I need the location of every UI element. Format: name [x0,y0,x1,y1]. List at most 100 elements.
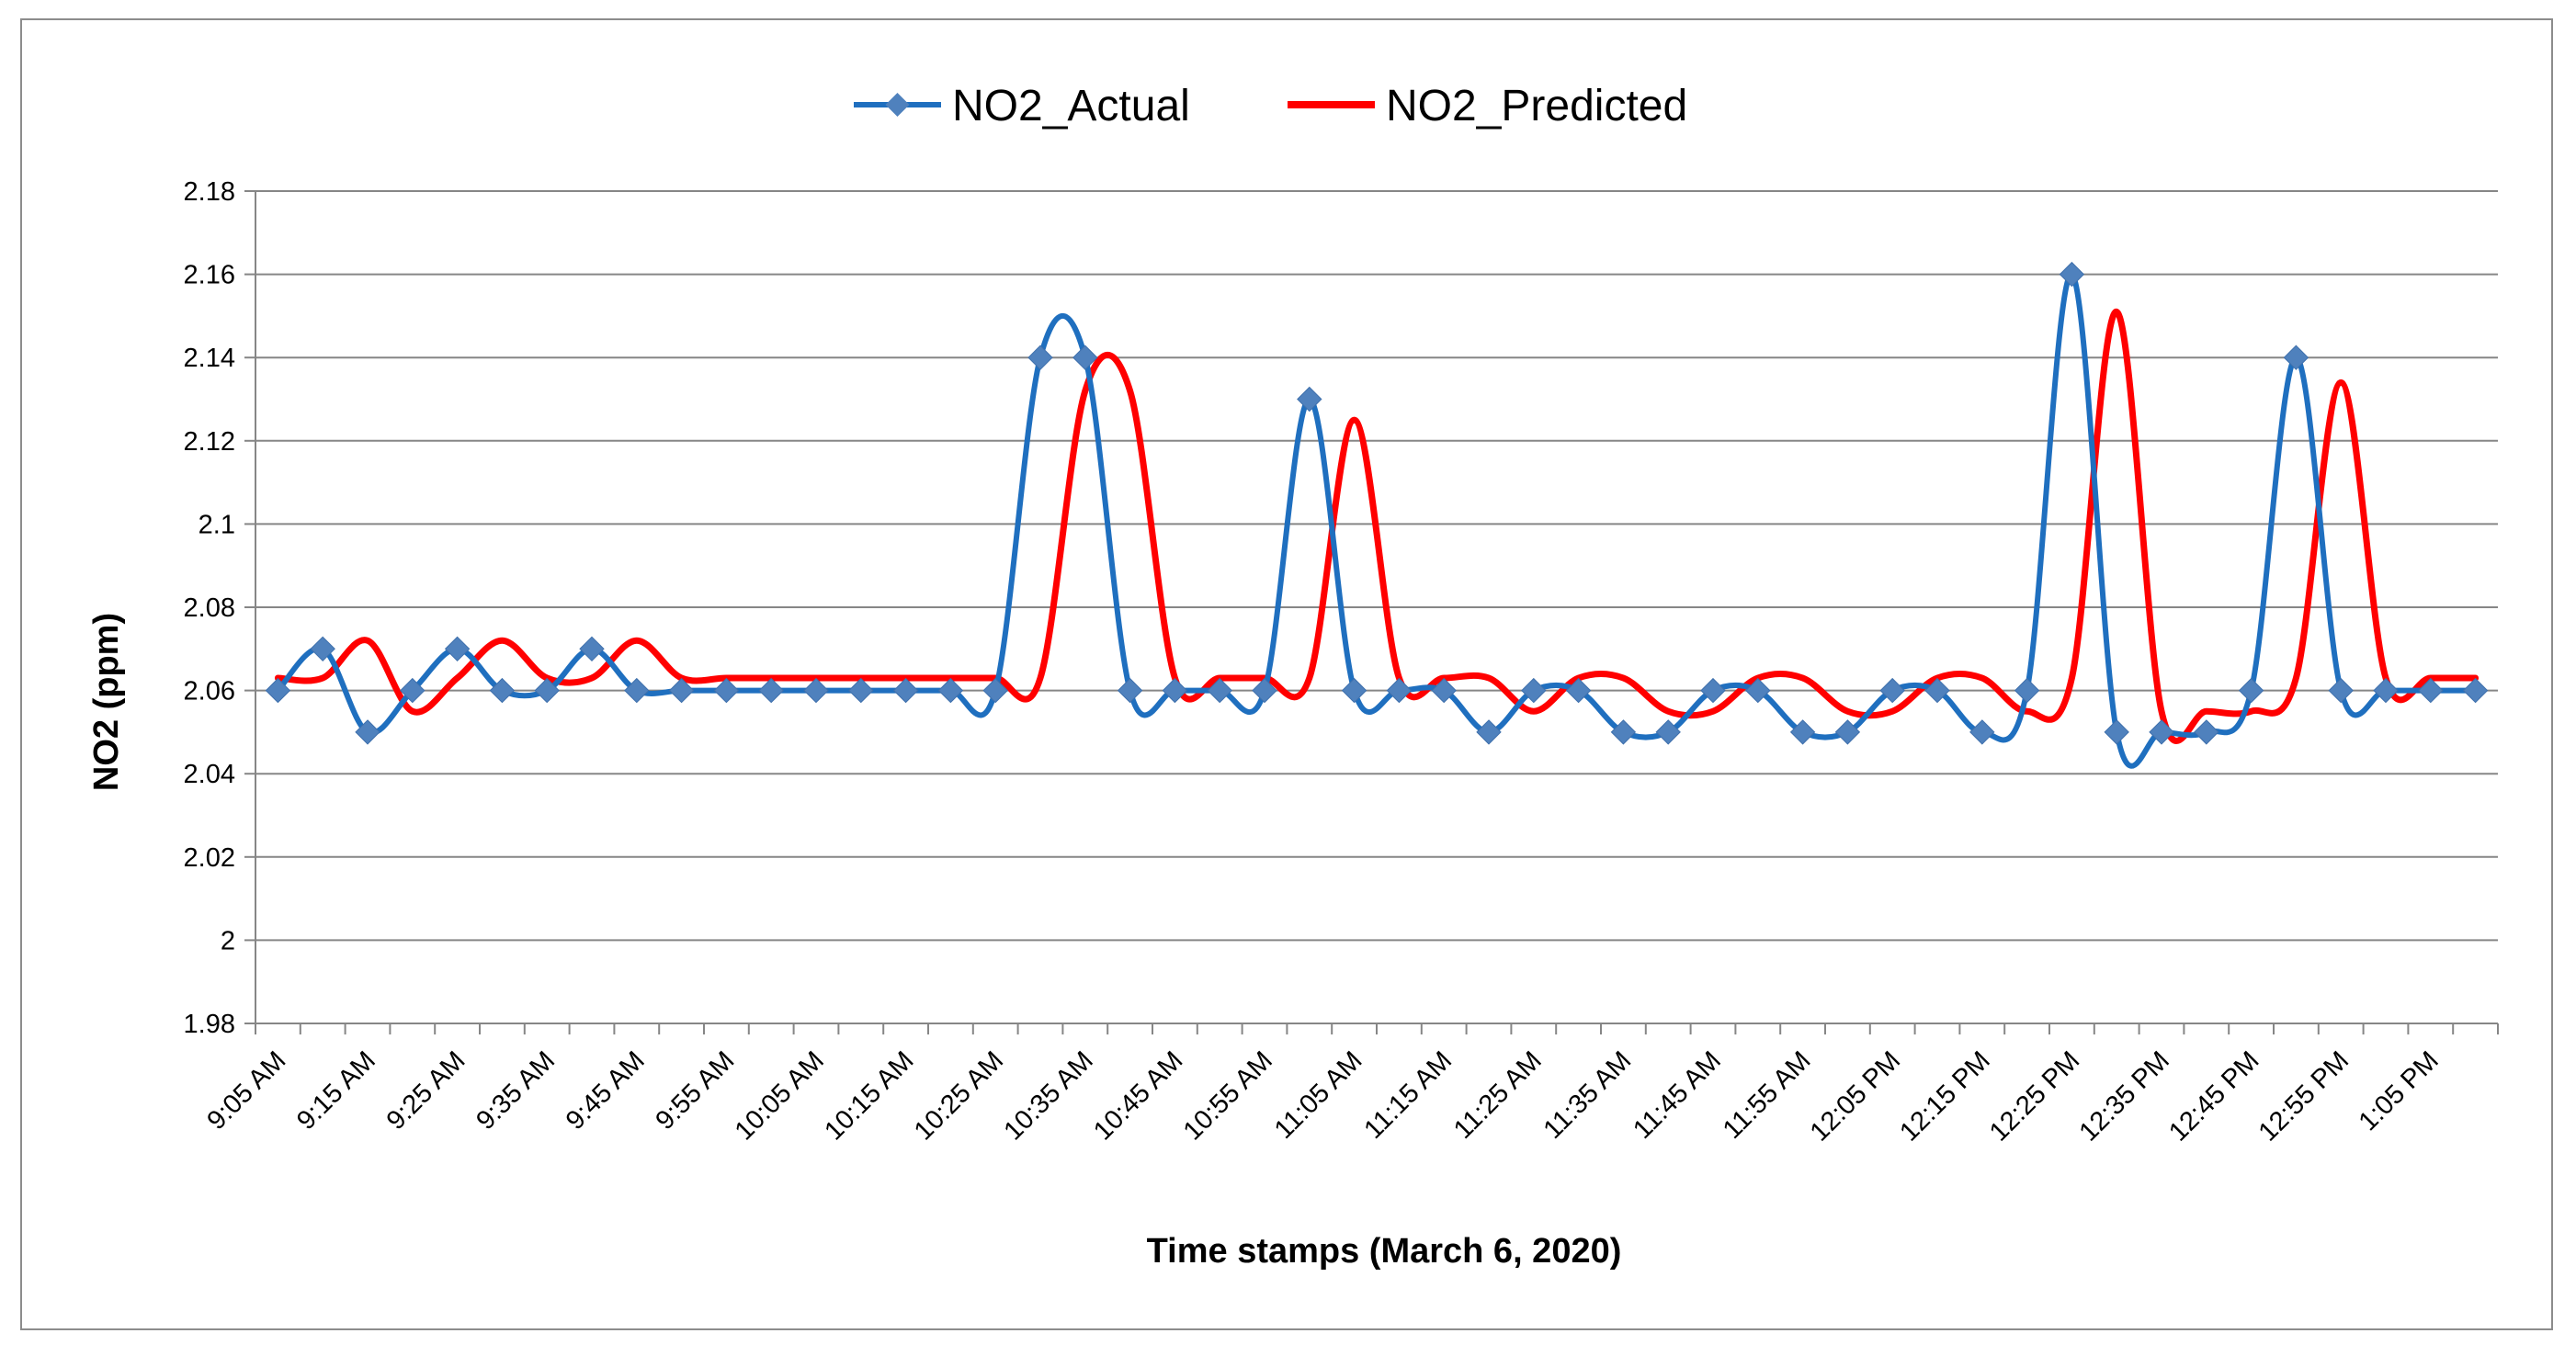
y-tick-label: 2.14 [184,344,235,373]
x-tick-label: 12:15 PM [1894,1045,1995,1147]
legend-marker-actual [885,93,910,117]
data-point-no2-actual [1386,677,1413,704]
x-tick-label: 11:45 AM [1628,1045,1727,1145]
gridlines [255,190,2498,1024]
legend-label-predicted: NO2_Predicted [1386,82,1687,130]
data-point-no2-actual [1565,677,1592,704]
x-tick-label: 11:25 AM [1448,1045,1548,1145]
data-point-no2-actual [848,677,874,704]
x-tick-label: 9:05 AM [201,1045,291,1136]
y-tick-label: 2.04 [184,760,235,789]
x-tick-label: 9:25 AM [381,1045,471,1136]
data-point-no2-actual [1789,719,1816,745]
data-point-no2-actual [2418,677,2444,704]
data-point-no2-actual [2373,677,2399,704]
series [265,261,2489,769]
data-point-no2-actual [2283,345,2309,370]
x-axis-title: Time stamps (March 6, 2020) [1147,1232,1622,1271]
x-tick-label: 10:35 AM [998,1045,1098,1146]
y-tick-label: 2.08 [184,593,235,623]
data-point-no2-actual [1341,677,1367,704]
x-tick-label: 1:05 PM [2354,1045,2445,1136]
x-tick-label: 11:05 AM [1269,1045,1368,1145]
legend-label-actual: NO2_Actual [952,82,1190,130]
data-point-no2-actual [2462,677,2489,704]
x-tick-label: 9:35 AM [471,1045,561,1136]
y-tick-label: 2.02 [184,843,235,873]
data-point-no2-actual [534,677,560,704]
line-chart: 1.98 2 2.02 2.04 2.06 2.08 2.1 2.12 2.14 2.16 2.18… [87,82,2499,1271]
data-point-no2-actual [355,719,380,745]
data-point-no2-actual [1969,719,1995,745]
y-tick-labels: 1.98 2 2.02 2.04 2.06 2.08 2.1 2.12 2.14 2.16 2.18 [184,177,235,1039]
data-point-no2-actual [2059,261,2085,288]
data-point-no2-actual [2104,719,2129,745]
data-point-no2-actual [982,677,1008,704]
y-tick-label: 2.06 [184,677,235,706]
data-point-no2-actual [1072,345,1098,370]
data-point-no2-actual [1700,677,1726,704]
y-axis-title: NO2 (ppm) [87,613,126,791]
data-point-no2-actual [2238,677,2264,704]
x-tick-label: 12:45 PM [2163,1045,2264,1147]
y-tick-label: 2.1 [199,510,235,539]
x-tick-label: 10:55 AM [1178,1045,1278,1146]
axes [244,190,2499,1034]
x-tick-label: 11:55 AM [1718,1045,1817,1145]
x-tick-label: 9:45 AM [561,1045,651,1136]
data-point-no2-actual [1879,677,1905,704]
x-tick-label: 9:15 AM [291,1045,381,1136]
x-tick-label: 12:55 PM [2253,1045,2355,1147]
y-tick-label: 1.98 [184,1010,235,1039]
data-point-no2-actual [937,677,964,704]
data-point-no2-actual [1431,677,1457,704]
data-point-no2-actual [1521,677,1547,704]
y-tick-label: 2.16 [184,261,235,290]
data-point-no2-actual [1924,677,1950,704]
data-point-no2-actual [1252,677,1277,704]
data-point-no2-actual [489,677,516,704]
data-point-no2-actual [1297,386,1322,412]
x-tick-label: 9:55 AM [650,1045,740,1136]
x-tick-label: 12:05 PM [1805,1045,1906,1147]
x-tick-label: 11:35 AM [1538,1045,1638,1145]
data-point-no2-actual [265,677,291,704]
x-tick-label: 11:15 AM [1358,1045,1458,1145]
x-tick-labels: 9:05 AM 9:15 AM 9:25 AM 9:35 AM 9:45 AM 9:55 … [201,1045,2444,1147]
data-point-no2-actual [713,677,740,704]
data-point-no2-actual [624,677,650,704]
data-point-no2-actual [2194,719,2219,745]
data-point-no2-actual [668,677,695,704]
data-point-no2-actual [1162,677,1188,704]
data-point-no2-actual [1027,345,1053,370]
x-tick-label: 10:05 AM [730,1045,830,1146]
chart-frame: 1.98 2 2.02 2.04 2.06 2.08 2.1 2.12 2.14 2.16 2.18… [20,18,2553,1330]
data-point-no2-actual [400,677,426,704]
data-point-no2-actual [892,677,919,704]
y-tick-label: 2 [221,926,235,955]
data-point-no2-actual [2328,677,2354,704]
data-point-no2-actual [2014,677,2040,704]
data-point-no2-actual [1207,677,1232,704]
x-tick-label: 12:25 PM [1984,1045,2085,1147]
data-point-no2-actual [1834,719,1861,745]
legend: NO2_Actual NO2_Predicted [854,82,1687,130]
data-point-no2-actual [1117,677,1143,704]
data-point-no2-actual [444,636,471,662]
x-tick-label: 10:45 AM [1088,1045,1188,1146]
data-point-no2-actual [1655,719,1681,745]
y-tick-label: 2.18 [184,177,235,207]
y-tick-label: 2.12 [184,427,235,457]
data-point-no2-actual [579,636,605,662]
series-line-no2-predicted [274,308,2480,744]
data-point-no2-actual [2149,719,2174,745]
x-tick-label: 12:35 PM [2074,1045,2175,1147]
x-tick-label: 10:15 AM [819,1045,919,1146]
data-point-no2-actual [1476,719,1502,745]
data-point-no2-actual [1610,719,1637,745]
x-tick-label: 10:25 AM [909,1045,1009,1146]
data-point-no2-actual [758,677,784,704]
data-point-no2-actual [1745,677,1771,704]
data-point-no2-actual [310,636,335,662]
data-point-no2-actual [803,677,829,704]
